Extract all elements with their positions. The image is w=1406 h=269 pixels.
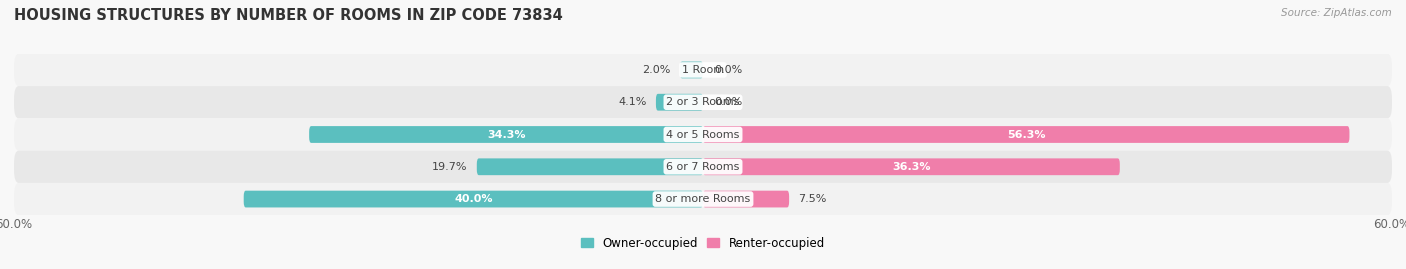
Text: 6 or 7 Rooms: 6 or 7 Rooms xyxy=(666,162,740,172)
FancyBboxPatch shape xyxy=(703,191,789,207)
FancyBboxPatch shape xyxy=(14,151,1392,183)
FancyBboxPatch shape xyxy=(243,191,703,207)
FancyBboxPatch shape xyxy=(309,126,703,143)
Text: 2.0%: 2.0% xyxy=(643,65,671,75)
FancyBboxPatch shape xyxy=(14,54,1392,86)
Text: Source: ZipAtlas.com: Source: ZipAtlas.com xyxy=(1281,8,1392,18)
Text: 8 or more Rooms: 8 or more Rooms xyxy=(655,194,751,204)
Text: 4.1%: 4.1% xyxy=(619,97,647,107)
FancyBboxPatch shape xyxy=(477,158,703,175)
Text: 56.3%: 56.3% xyxy=(1007,129,1046,140)
Text: 1 Room: 1 Room xyxy=(682,65,724,75)
Text: 2 or 3 Rooms: 2 or 3 Rooms xyxy=(666,97,740,107)
Legend: Owner-occupied, Renter-occupied: Owner-occupied, Renter-occupied xyxy=(576,232,830,254)
Text: 34.3%: 34.3% xyxy=(486,129,526,140)
FancyBboxPatch shape xyxy=(681,62,703,78)
Text: 19.7%: 19.7% xyxy=(432,162,468,172)
Text: 0.0%: 0.0% xyxy=(714,97,742,107)
FancyBboxPatch shape xyxy=(657,94,703,111)
FancyBboxPatch shape xyxy=(14,183,1392,215)
Text: 0.0%: 0.0% xyxy=(714,65,742,75)
FancyBboxPatch shape xyxy=(14,86,1392,118)
Text: HOUSING STRUCTURES BY NUMBER OF ROOMS IN ZIP CODE 73834: HOUSING STRUCTURES BY NUMBER OF ROOMS IN… xyxy=(14,8,562,23)
Text: 7.5%: 7.5% xyxy=(799,194,827,204)
Text: 36.3%: 36.3% xyxy=(893,162,931,172)
FancyBboxPatch shape xyxy=(14,118,1392,151)
Text: 4 or 5 Rooms: 4 or 5 Rooms xyxy=(666,129,740,140)
FancyBboxPatch shape xyxy=(703,158,1119,175)
FancyBboxPatch shape xyxy=(703,126,1350,143)
Text: 40.0%: 40.0% xyxy=(454,194,492,204)
